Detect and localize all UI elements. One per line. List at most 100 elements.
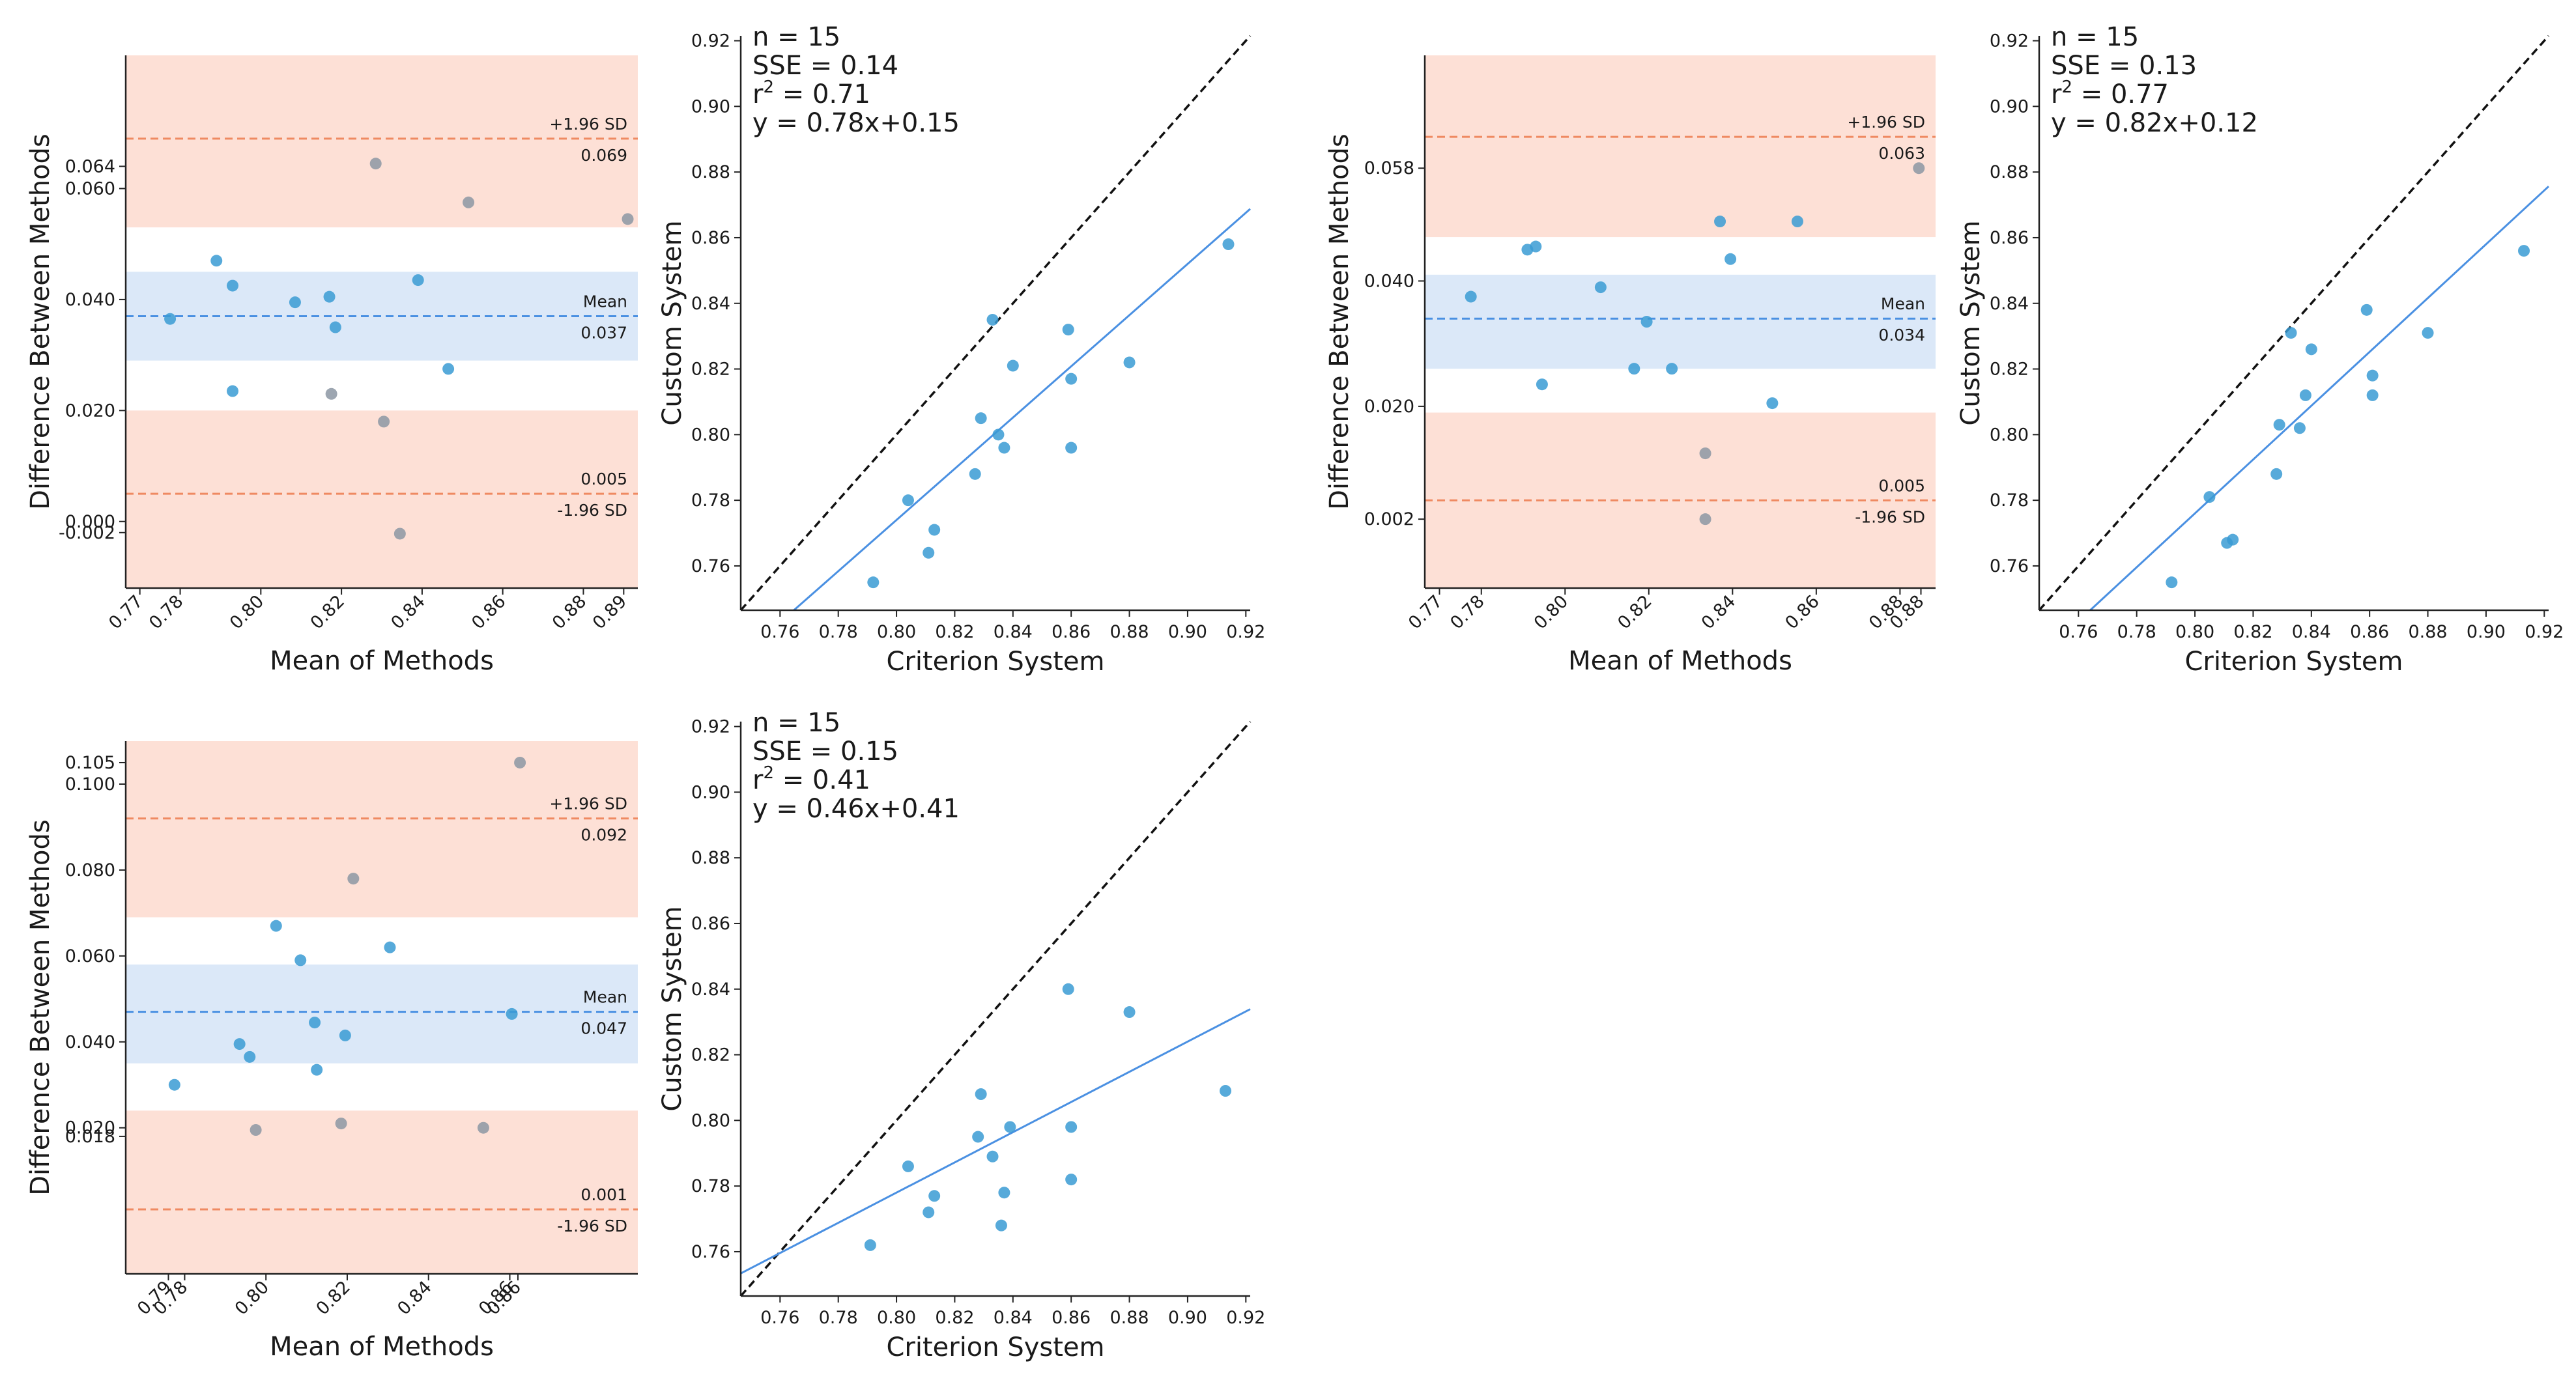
data-point [514, 756, 526, 768]
x-tick-label: 0.82 [307, 591, 349, 633]
data-point [1062, 983, 1074, 995]
y-tick-label: 0.76 [691, 556, 730, 576]
data-point [1004, 1121, 1016, 1133]
x-tick-label: 0.76 [2059, 622, 2098, 642]
y-tick-label: 0.88 [1990, 162, 2029, 182]
data-point [2366, 369, 2379, 382]
annotation-n: n = 15 [752, 708, 840, 738]
x-axis-label: Mean of Methods [270, 1332, 494, 1362]
data-point [1699, 447, 1711, 460]
x-tick-label: 0.80 [231, 1277, 273, 1319]
y-tick-label: 0.100 [65, 774, 115, 795]
annotation-n: n = 15 [752, 22, 840, 52]
y-tick-label: 0.82 [1990, 359, 2029, 380]
mean-line-label-bottom: 0.034 [1878, 326, 1925, 345]
x-tick-label: 0.80 [2175, 622, 2214, 642]
x-tick-label: 0.90 [1168, 622, 1207, 642]
annotation-r2: r2 = 0.41 [752, 763, 870, 795]
data-point [2518, 245, 2530, 257]
data-point [975, 1088, 987, 1101]
y-tick-label: 0.86 [1990, 228, 2029, 248]
data-point [928, 1190, 941, 1202]
data-point [311, 1064, 323, 1076]
data-point [294, 954, 307, 966]
y-tick-label: 0.84 [1990, 294, 2029, 314]
x-tick-label: 0.84 [994, 1308, 1033, 1328]
band-limit-2 [126, 410, 638, 588]
x-tick-label: 0.80 [226, 591, 268, 633]
y-tick-label: 0.80 [691, 425, 730, 445]
y-tick-label: 0.92 [691, 31, 730, 51]
chart-panel-5: +1.96 SD 0.092 Mean 0.047 0.001 -1.96 SD 0.105… [25, 741, 638, 1362]
data-point [463, 196, 475, 208]
y-tick-label: 0.040 [65, 1032, 115, 1052]
data-point [1791, 216, 1803, 228]
y-tick-label: 0.002 [1364, 509, 1414, 529]
y-tick-label: 0.78 [691, 490, 730, 511]
y-tick-label: 0.86 [691, 914, 730, 934]
data-point [1062, 324, 1074, 336]
y-axis-label: Difference Between Methods [25, 819, 55, 1196]
data-point [233, 1038, 246, 1050]
x-axis-label: Criterion System [886, 1332, 1104, 1362]
x-tick-label: 0.89 [589, 591, 631, 633]
x-tick-label: 0.78 [819, 1308, 858, 1328]
limit-line-label-top: +1.96 SD [1847, 113, 1925, 132]
limit-line-label-top: 0.005 [580, 470, 627, 488]
data-point [1724, 253, 1737, 265]
x-tick-label: 0.76 [760, 622, 799, 642]
limit-line-label-top: 0.005 [1878, 476, 1925, 495]
limit-line-label-top: 0.001 [580, 1185, 627, 1204]
data-point [2360, 303, 2373, 316]
y-tick-label: 0.000 [65, 512, 115, 532]
annotation-sse: SSE = 0.15 [752, 737, 898, 767]
regression-fit-line [2089, 186, 2550, 612]
chart-panel-1: +1.96 SD 0.069 Mean 0.037 0.005 -1.96 SD 0.064… [25, 55, 638, 676]
annotation-equation: y = 0.46x+0.41 [752, 794, 960, 824]
y-tick-label: 0.78 [1990, 490, 2029, 511]
x-tick-label: 0.88 [1109, 1308, 1149, 1328]
chart-panel-4: 0.76 0.78 0.80 0.82 0.84 0.86 0.88 0.90 0.92 0.76… [1956, 22, 2564, 677]
data-point [1065, 1174, 1078, 1186]
data-point [2270, 468, 2283, 480]
limit-line-label-bottom: -1.96 SD [1855, 507, 1925, 526]
data-point [902, 494, 914, 507]
y-tick-label: 0.020 [1364, 397, 1414, 417]
data-point [998, 1187, 1010, 1199]
x-tick-label: 0.92 [1226, 1308, 1265, 1328]
data-point [412, 274, 424, 287]
limit-line-label-bottom: 0.092 [580, 826, 627, 845]
x-axis-label: Mean of Methods [270, 646, 494, 676]
x-tick-label: 0.86 [468, 591, 509, 633]
x-tick-label: 0.88 [2408, 622, 2447, 642]
y-axis-label: Custom System [1956, 220, 1986, 425]
x-tick-label: 0.86 [2350, 622, 2389, 642]
annotation-sse: SSE = 0.13 [2051, 51, 2197, 81]
x-tick-label: 0.78 [819, 622, 858, 642]
data-point [1065, 442, 1078, 454]
data-point [2166, 576, 2178, 589]
chart-panel-2: 0.76 0.78 0.80 0.82 0.84 0.86 0.88 0.90 0.92 0.76… [657, 22, 1265, 677]
y-tick-label: 0.80 [691, 1110, 730, 1131]
y-tick-label: 0.86 [691, 228, 730, 248]
data-point [2422, 327, 2434, 339]
y-tick-label: 0.105 [65, 753, 115, 773]
data-point [992, 429, 1005, 441]
data-point [227, 279, 239, 292]
data-point [1123, 356, 1136, 369]
x-tick-label: 0.84 [387, 591, 429, 633]
data-point [2366, 389, 2379, 401]
data-point [442, 363, 455, 375]
data-point [969, 468, 981, 480]
data-point [928, 524, 941, 536]
limit-line-label-bottom: 0.069 [580, 146, 627, 165]
band-limit-0 [126, 741, 638, 918]
data-point [369, 158, 382, 170]
data-point [1666, 363, 1678, 375]
y-tick-label: 0.020 [65, 401, 115, 421]
y-axis-label: Difference Between Methods [1324, 134, 1354, 510]
data-point [339, 1029, 351, 1041]
y-tick-label: 0.84 [691, 294, 730, 314]
x-tick-label: 0.86 [1052, 622, 1091, 642]
